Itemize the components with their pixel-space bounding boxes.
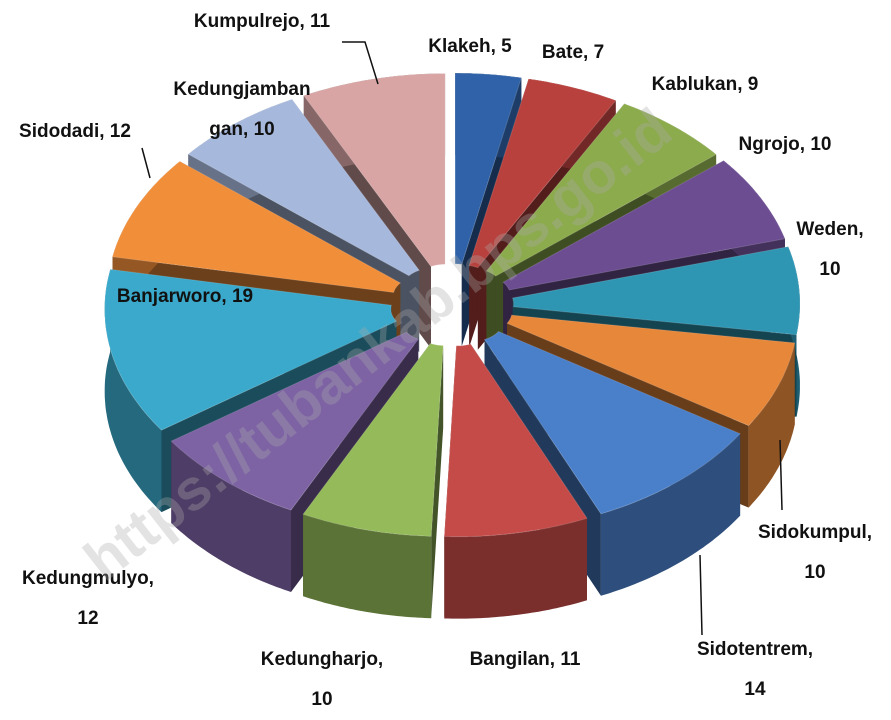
data-label: Ngrojo, 10: [739, 134, 832, 155]
slice-group: [302, 342, 444, 619]
data-label: Bate, 7: [542, 42, 604, 63]
slice-group: [443, 343, 588, 619]
slice-wall: [303, 514, 432, 619]
slice: [170, 331, 420, 511]
slice: [443, 343, 588, 538]
slice: [187, 98, 421, 277]
data-label: Kedungjamban gan, 10: [173, 79, 310, 140]
data-label: Kedungharjo, 10: [261, 649, 383, 710]
slice-wall: [104, 269, 162, 513]
slice: [485, 103, 717, 277]
data-label: Sidotentrem, 14: [697, 639, 813, 700]
leader-line: [342, 41, 379, 85]
leader-line: [779, 439, 783, 511]
data-label: Kedungmulyo, 12: [22, 568, 154, 629]
data-label: Banjarworo, 19: [117, 286, 253, 307]
data-label: Sidodadi, 12: [19, 121, 131, 142]
data-label: Bangilan, 11: [470, 649, 581, 670]
labels: Klakeh, 5 Bate, 7 Kablukan, 9 Ngrojo, 10 Wed…: [19, 11, 872, 710]
slice: [506, 314, 796, 427]
slice-wall: [748, 342, 795, 508]
data-label: Sidokumpul, 10: [758, 522, 872, 583]
slice: [511, 246, 801, 336]
slice: [104, 268, 398, 431]
slice: [302, 73, 446, 268]
slice: [502, 159, 786, 291]
slice-wall: [171, 441, 291, 592]
data-label: Weden, 10: [796, 219, 863, 280]
slice-side: [431, 345, 444, 619]
leader-line: [141, 147, 151, 179]
slice-wall: [444, 518, 587, 619]
slice: [111, 160, 402, 294]
slice: [454, 72, 522, 265]
pie: [104, 72, 801, 619]
data-label: Kablukan, 9: [652, 74, 759, 95]
slice: [468, 78, 617, 269]
slice-wall: [600, 433, 741, 596]
slice: [483, 330, 741, 515]
slice: [302, 342, 444, 537]
data-label: Kumpulrejo, 11: [194, 11, 331, 32]
leader-line: [699, 554, 703, 636]
data-label: Klakeh, 5: [428, 36, 512, 57]
